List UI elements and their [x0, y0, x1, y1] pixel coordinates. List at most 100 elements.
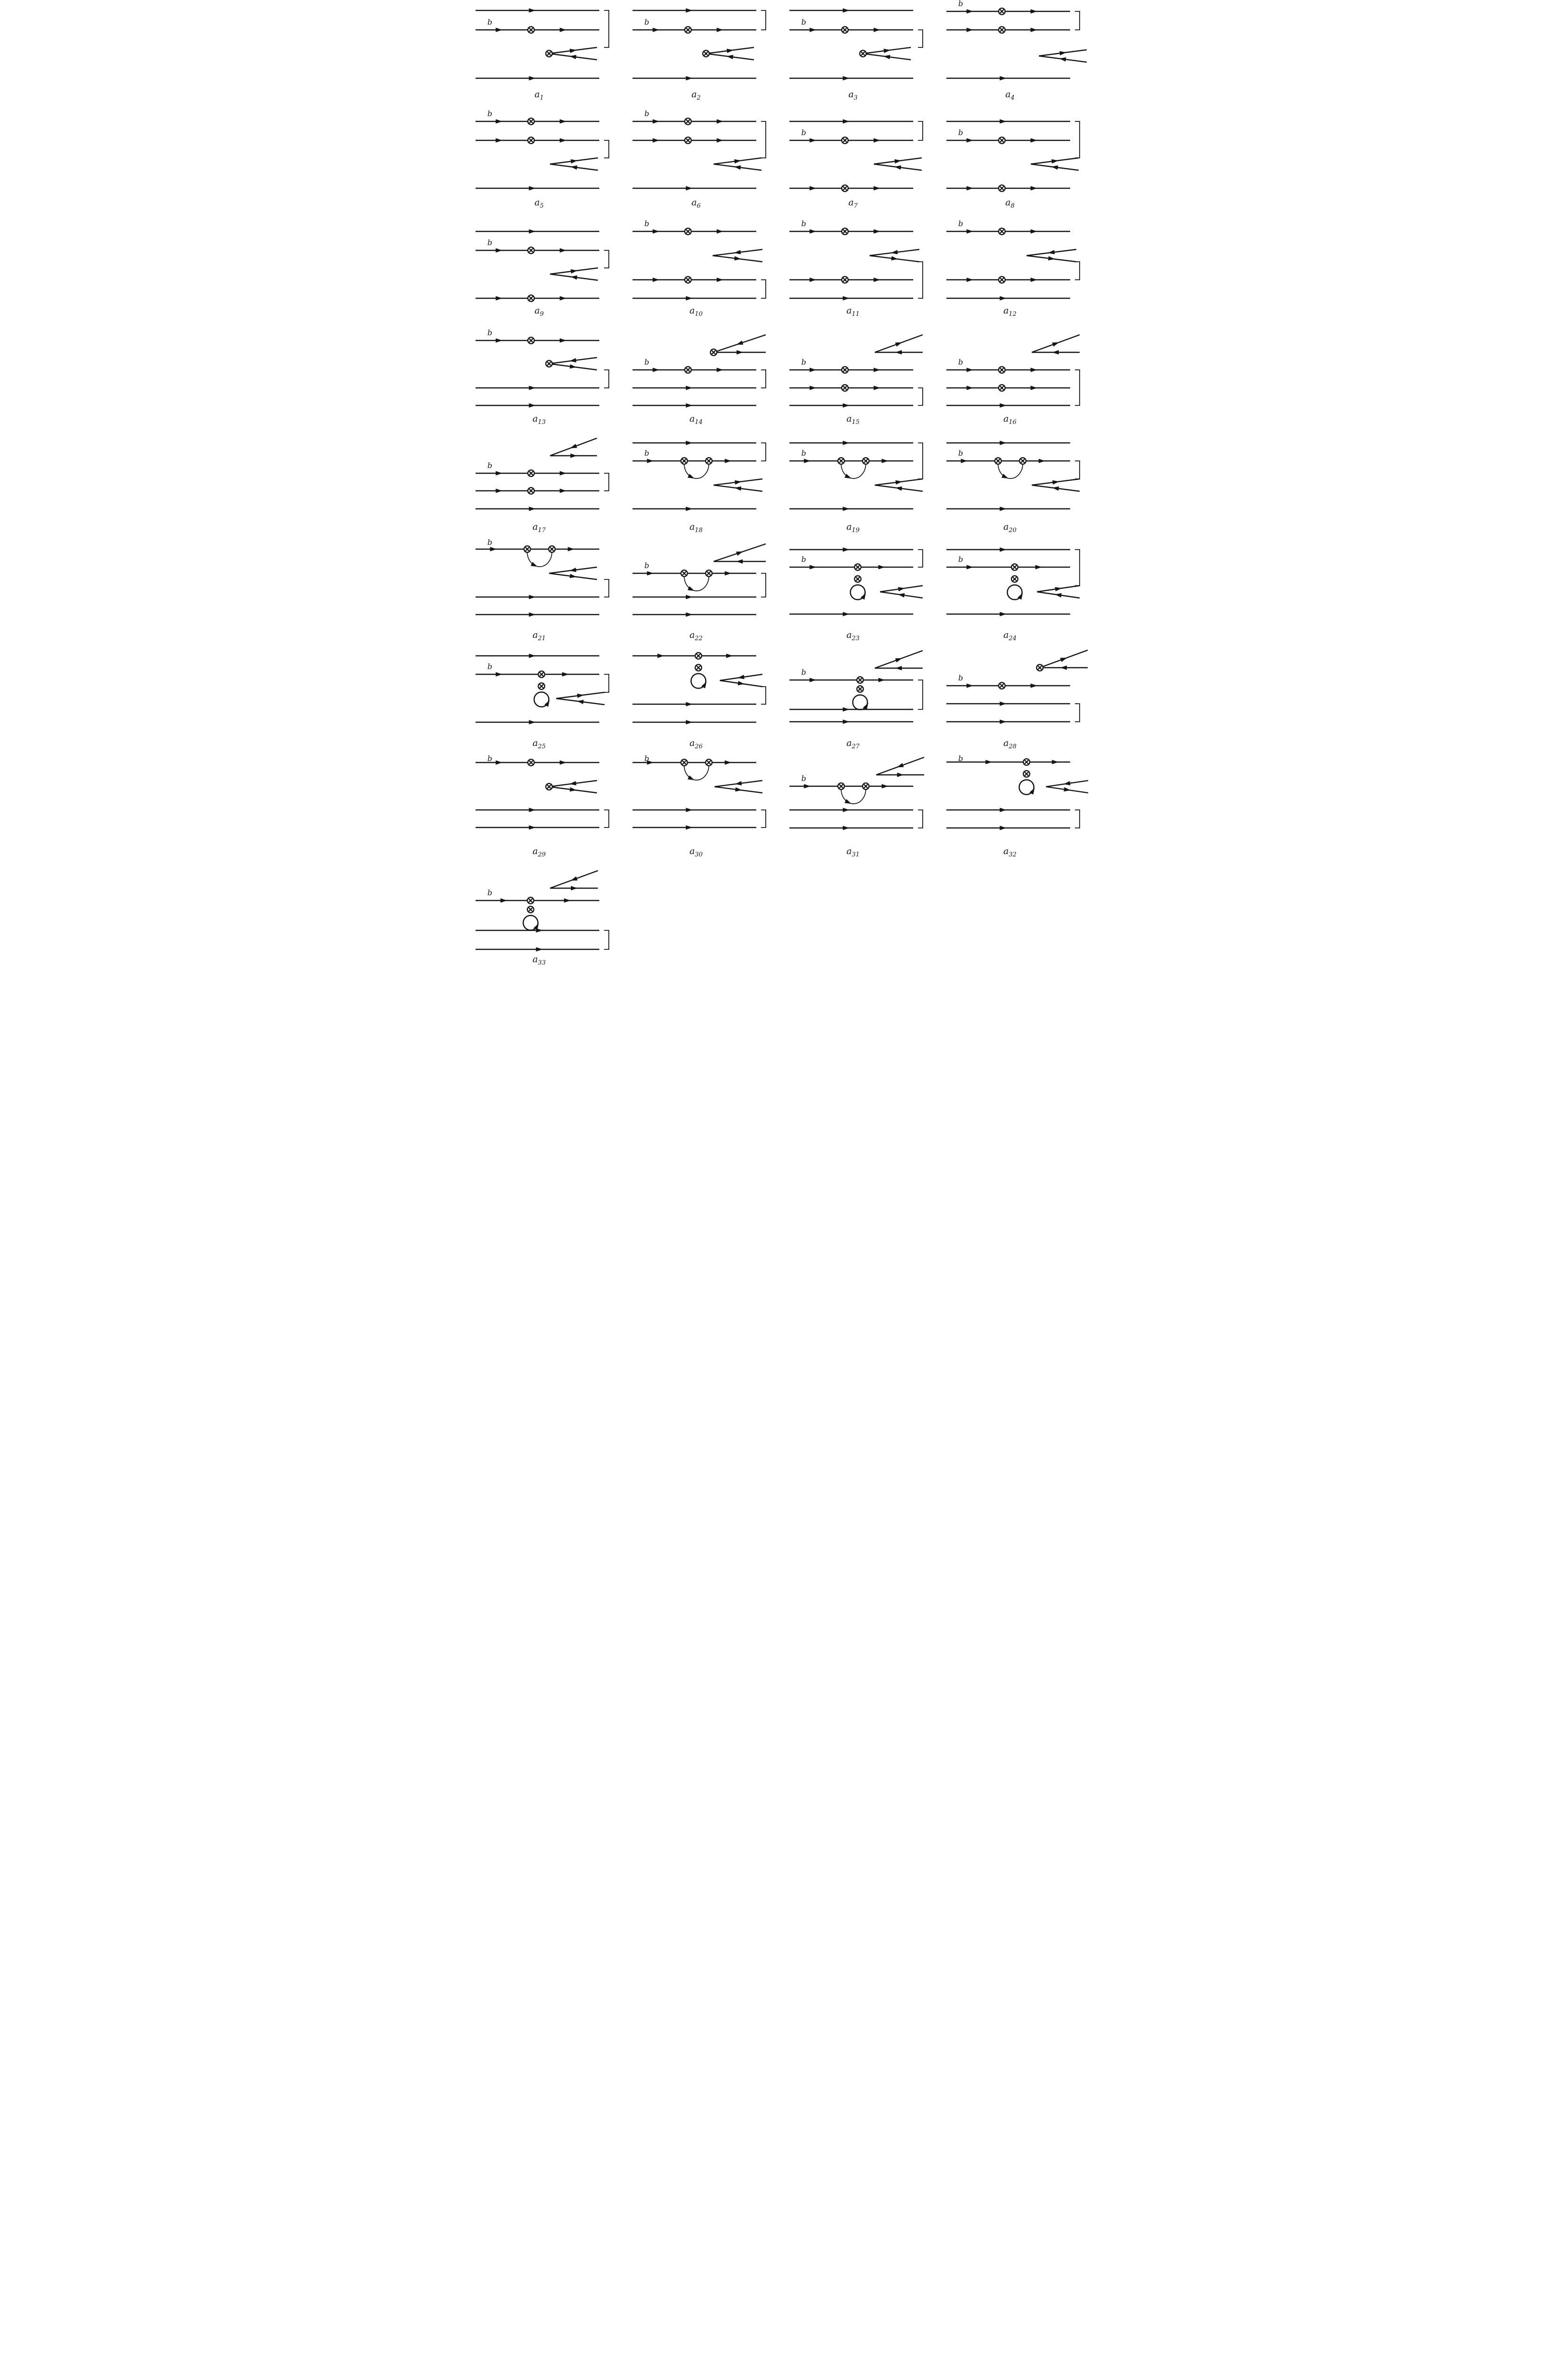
arrowhead-icon	[1030, 138, 1037, 143]
operator-cross-icon	[837, 782, 845, 790]
arrowhead-icon	[895, 486, 902, 491]
arrowhead-icon	[495, 338, 502, 343]
b-quark-label: b	[958, 555, 963, 564]
feynman-diagram-a23: b a23	[789, 547, 923, 642]
operator-cross-icon	[853, 563, 862, 571]
arrowhead-icon	[1030, 368, 1037, 372]
pair-creation-vee	[1045, 780, 1088, 794]
b-quark-line: b	[789, 219, 913, 236]
operator-cross-icon	[705, 457, 713, 465]
arrowhead-icon	[898, 587, 905, 591]
arrowhead-icon	[999, 826, 1006, 830]
operator-cross-icon	[841, 276, 849, 284]
arrowhead-icon	[577, 699, 584, 704]
arrowhead-icon	[652, 277, 659, 282]
spectator-quark-line	[475, 229, 599, 234]
b-quark-line: b	[632, 18, 756, 34]
arrowhead-icon	[966, 138, 973, 143]
diagram-label: a31	[846, 846, 860, 858]
quark-line-with-insertion	[632, 652, 756, 660]
spectator-quark-line	[475, 186, 599, 191]
arrowhead-icon	[804, 459, 810, 463]
fermion-loop	[1018, 779, 1035, 795]
diagram-label: a30	[689, 846, 703, 858]
diagram-cell-a31: b a31	[784, 756, 941, 865]
diagram-label: a7	[848, 197, 858, 210]
operator-cross-icon	[998, 384, 1006, 392]
contraction-bracket	[1074, 549, 1080, 586]
b-quark-line-double-insertion: b	[632, 449, 756, 479]
diagram-label: a14	[689, 414, 703, 426]
operator-cross-icon	[537, 682, 545, 690]
arrowhead-icon	[568, 547, 574, 551]
spectator-quark-line	[946, 296, 1070, 301]
tadpole-loop-with-insertion	[849, 575, 866, 600]
pair-creation-vee	[1031, 478, 1080, 492]
arrowhead-icon	[881, 784, 888, 789]
b-quark-line-double-insertion: b	[946, 449, 1070, 479]
spectator-quark-line	[946, 76, 1070, 81]
pair-angle	[874, 334, 923, 355]
operator-cross-icon	[527, 118, 535, 126]
operator-cross-icon	[859, 49, 867, 57]
feynman-diagram-a25: b a25	[475, 653, 609, 750]
arrowhead-icon	[686, 595, 692, 599]
arrowhead-icon	[529, 386, 535, 390]
spectator-quark-line	[632, 612, 756, 617]
arrowhead-icon	[1030, 28, 1037, 32]
spectator-quark-line	[789, 707, 913, 712]
arrowhead-icon	[860, 593, 866, 600]
feynman-diagram-a29: b a29	[475, 754, 609, 858]
arrowhead-icon	[734, 250, 741, 255]
arrowhead-icon	[894, 165, 901, 170]
spectator-quark-line	[789, 547, 913, 552]
arrowhead-icon	[536, 928, 542, 933]
operator-cross-icon	[837, 457, 845, 465]
arrowhead-icon	[890, 256, 898, 261]
diagram-cell-a16: b a16	[941, 324, 1098, 432]
operator-cross-icon	[684, 118, 692, 126]
spectator-quark-line	[789, 441, 913, 445]
spectator-quark-line	[632, 808, 756, 812]
feynman-diagram-a14: b a14	[632, 334, 766, 426]
contraction-bracket	[761, 442, 766, 461]
diagram-label: a1	[534, 89, 544, 101]
arrowhead-icon	[966, 565, 973, 570]
arrowhead-icon	[873, 28, 880, 32]
operator-cross-icon	[527, 469, 535, 477]
arrowhead-icon	[716, 277, 723, 282]
arrowhead-icon	[495, 138, 502, 143]
pair-creation-vee-with-insertion	[545, 357, 597, 371]
feynman-diagram-a33: b a33	[475, 870, 609, 966]
arrowhead-icon	[1051, 159, 1058, 164]
arrowhead-icon	[843, 612, 849, 616]
arrowhead-icon	[734, 256, 741, 261]
diagram-cell-a32: b a32	[941, 754, 1098, 865]
operator-cross-icon	[705, 758, 713, 767]
quark-line-with-insertion	[789, 184, 913, 192]
spectator-quark-line	[946, 612, 1070, 616]
spectator-quark-line	[632, 506, 756, 511]
pair-creation-vee	[873, 157, 922, 171]
arrowhead-icon	[569, 574, 577, 579]
diagram-cell-a13: b a13	[470, 324, 627, 432]
arrowhead-icon	[529, 186, 535, 191]
b-quark-line: b	[946, 358, 1070, 374]
arrowhead-icon	[883, 48, 890, 53]
b-quark-line: b	[789, 358, 913, 374]
diagram-cell-a27: b a27	[784, 649, 941, 757]
contraction-bracket	[917, 809, 923, 828]
operator-cross-icon	[862, 457, 870, 465]
arrowhead-icon	[529, 595, 535, 599]
operator-cross-icon	[841, 184, 849, 192]
b-quark-line: b	[946, 555, 1070, 571]
arrowhead-icon	[716, 138, 723, 143]
arrowhead-icon	[999, 547, 1006, 552]
arrowhead-icon	[1035, 565, 1042, 570]
diagram-label: a17	[532, 522, 546, 534]
arrowhead-icon	[701, 681, 706, 689]
arrowhead-icon	[652, 119, 659, 124]
contraction-bracket	[917, 29, 923, 48]
operator-cross-icon	[853, 575, 862, 583]
diagram-label: a28	[1003, 738, 1017, 750]
